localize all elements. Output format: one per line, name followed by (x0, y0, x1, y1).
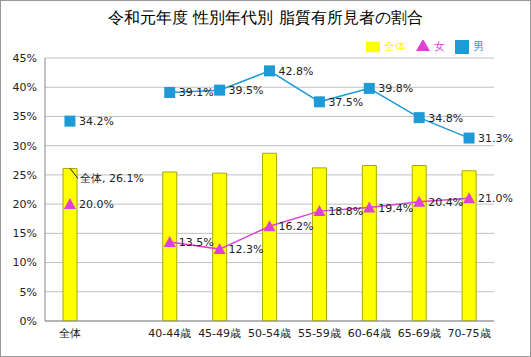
svg-text:50-54歳: 50-54歳 (248, 327, 291, 340)
svg-text:19.4%: 19.4% (378, 202, 413, 215)
svg-text:5%: 5% (20, 286, 37, 299)
svg-text:34.8%: 34.8% (428, 112, 463, 125)
svg-text:34.2%: 34.2% (79, 115, 114, 128)
html-text:男: 男 (473, 40, 484, 53)
svg-text:25%: 25% (13, 169, 37, 182)
svg-text:45%: 45% (13, 52, 37, 65)
svg-text:20.0%: 20.0% (79, 198, 114, 211)
svg-text:39.5%: 39.5% (229, 84, 264, 97)
svg-text:13.5%: 13.5% (179, 236, 214, 249)
html-text:女: 女 (434, 40, 445, 53)
svg-text:12.3%: 12.3% (229, 243, 264, 256)
svg-text:39.8%: 39.8% (378, 82, 413, 95)
svg-text:40%: 40% (13, 81, 37, 94)
svg-text:45-49歳: 45-49歳 (198, 327, 241, 340)
svg-text:全体: 全体 (59, 327, 81, 340)
svg-text:20%: 20% (13, 198, 37, 211)
svg-text:15%: 15% (13, 227, 37, 240)
html-text:全体: 全体 (384, 40, 406, 53)
svg-text:全体, 26.1%: 全体, 26.1% (80, 172, 144, 185)
svg-text:10%: 10% (13, 256, 37, 269)
svg-text:16.2%: 16.2% (279, 220, 314, 233)
svg-text:39.1%: 39.1% (179, 86, 214, 99)
svg-text:31.3%: 31.3% (478, 132, 513, 145)
svg-text:21.0%: 21.0% (478, 192, 513, 205)
svg-text:37.5%: 37.5% (328, 96, 363, 109)
svg-text:40-44歳: 40-44歳 (148, 327, 191, 340)
svg-text:30%: 30% (13, 140, 37, 153)
svg-text:55-59歳: 55-59歳 (298, 327, 341, 340)
html-text:令和元年度 性別年代別 脂質有所見者の割合: 令和元年度 性別年代別 脂質有所見者の割合 (108, 8, 423, 27)
svg-text:20.4%: 20.4% (428, 196, 463, 209)
svg-text:60-64歳: 60-64歳 (348, 327, 391, 340)
svg-text:70-75歳: 70-75歳 (448, 327, 491, 340)
svg-text:65-69歳: 65-69歳 (398, 327, 441, 340)
svg-text:0%: 0% (20, 315, 37, 328)
svg-text:35%: 35% (13, 110, 37, 123)
svg-text:42.8%: 42.8% (279, 65, 314, 78)
svg-text:18.8%: 18.8% (328, 205, 363, 218)
